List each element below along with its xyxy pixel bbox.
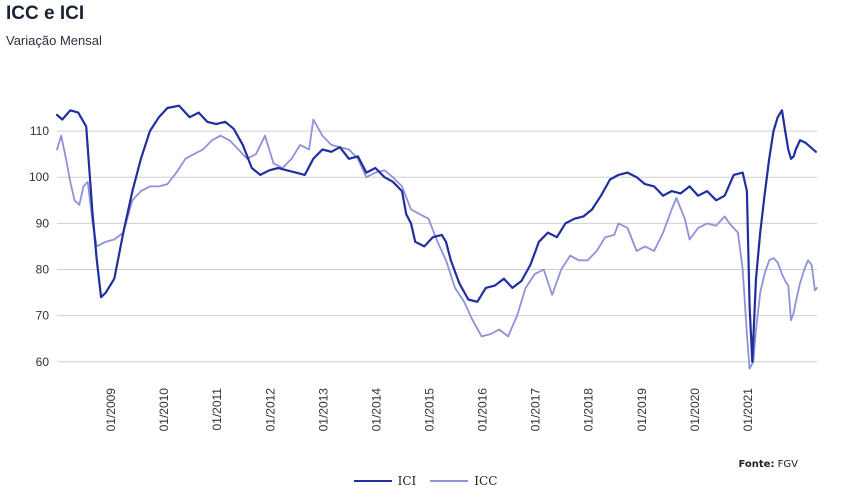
x-tick-label-2021: 01/2021: [741, 388, 755, 432]
series-line-icc: [56, 118, 818, 370]
source-label: Fonte:: [738, 459, 775, 470]
source-note: Fonte: FGV: [738, 459, 798, 470]
x-tick-label-2019: 01/2019: [635, 388, 649, 432]
legend: ICI ICC: [0, 474, 851, 488]
y-tick-label-90: 90: [36, 216, 50, 230]
y-tick-label-100: 100: [29, 170, 49, 184]
x-tick-label-2014: 01/2014: [369, 388, 383, 432]
legend-label-icc: ICC: [474, 474, 498, 488]
legend-item-icc: ICC: [430, 474, 497, 488]
y-tick-label-80: 80: [36, 262, 50, 276]
legend-swatch-ici: [353, 480, 392, 482]
x-tick-label-2010: 01/2010: [157, 388, 171, 432]
x-tick-label-2011: 01/2011: [210, 388, 224, 431]
source-value: FGV: [777, 459, 798, 470]
legend-swatch-icc: [430, 480, 469, 482]
x-tick-label-2009: 01/2009: [104, 388, 118, 432]
series-line-ici: [55, 104, 817, 363]
y-tick-label-110: 110: [30, 124, 49, 138]
y-tick-label-60: 60: [36, 355, 50, 369]
x-tick-label-2017: 01/2017: [529, 388, 543, 432]
x-tick-label-2013: 01/2013: [316, 388, 330, 432]
x-tick-label-2012: 01/2012: [263, 388, 277, 432]
x-tick-label-2018: 01/2018: [582, 388, 596, 432]
y-tick-label-70: 70: [36, 309, 50, 323]
legend-label-ici: ICI: [397, 474, 417, 488]
x-tick-label-2016: 01/2016: [476, 388, 490, 432]
x-tick-label-2015: 01/2015: [423, 388, 437, 432]
x-tick-label-2020: 01/2020: [688, 388, 702, 432]
legend-item-ici: ICI: [353, 474, 417, 488]
chart-title: ICC e ICI: [6, 3, 85, 24]
chart-subtitle: Variação Mensal: [6, 33, 102, 48]
